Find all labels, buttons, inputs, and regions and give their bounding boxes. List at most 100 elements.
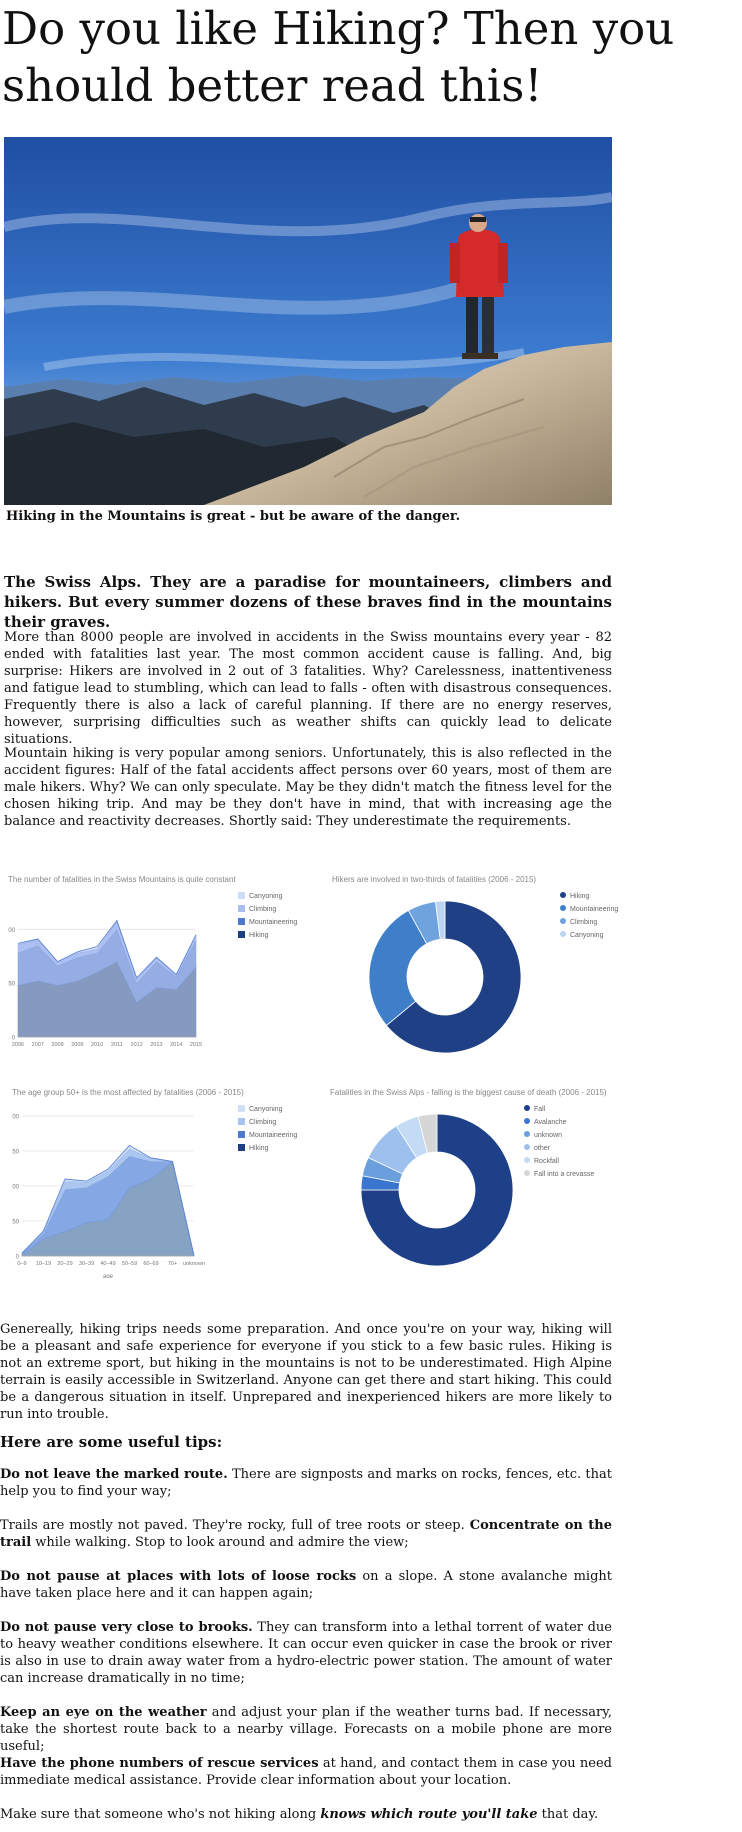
slice-canyoning [435, 900, 446, 940]
slice-hiking [385, 900, 522, 1054]
legend-swatch [238, 1105, 245, 1112]
tip-text: There are signposts and marks on rocks, … [0, 1467, 612, 1499]
chart-title: The age group 50+ is the most affected b… [12, 1088, 244, 1097]
body-paragraph-1: More than 8000 people are involved in ac… [4, 630, 612, 747]
legend-item: Canyoning [238, 1105, 282, 1113]
tip-emphasis: Do not leave the marked route. [0, 1467, 228, 1482]
x-tick-label: 2015 [190, 1042, 202, 1048]
x-tick-label: 60–69 [143, 1261, 158, 1267]
legend-label: Fall [534, 1106, 546, 1113]
image-caption: Hiking in the Mountains is great - but b… [6, 509, 461, 524]
tip-text: at hand, and contact them in case you ne… [0, 1756, 612, 1788]
chart-fatalities-by-age: The age group 50+ is the most affected b… [12, 1088, 302, 1278]
x-tick-label: 2009 [71, 1042, 83, 1048]
x-tick-label: 2006 [12, 1042, 24, 1048]
legend-label: Rockfall [534, 1158, 559, 1165]
legend-swatch [524, 1157, 530, 1163]
x-tick-label: 40–49 [100, 1261, 115, 1267]
tip-emphasis: Concentrate on the trail [0, 1518, 612, 1550]
tip-item: Have the phone numbers of rescue service… [0, 1755, 612, 1789]
legend-label: Avalanche [534, 1119, 567, 1126]
x-tick-label: 10–19 [36, 1261, 51, 1267]
body-paragraph-2: Mountain hiking is very popular among se… [4, 746, 612, 829]
tip-text: that day. [537, 1807, 599, 1822]
tip-text: They can transform into a lethal torrent… [0, 1620, 612, 1686]
legend-swatch [524, 1105, 530, 1111]
tip-text: on a slope. A stone avalanche might have… [0, 1569, 612, 1601]
x-tick-label: 2011 [111, 1042, 123, 1048]
x-tick-label: 2012 [131, 1042, 143, 1048]
x-tick-label: 2013 [150, 1042, 162, 1048]
legend-label: Mountaineering [249, 919, 298, 926]
legend-item: Mountaineering [238, 1131, 297, 1139]
legend-item: Climbing [238, 1118, 276, 1126]
area-chart-svg: 0 50 100 150 200 0–9 10–19 20–29 30–39 40–49 50–59… [12, 1115, 205, 1279]
legend-label: Climbing [249, 906, 277, 913]
chart-hikers-share: Hikers are involved in two-thirds of fat… [332, 875, 622, 1060]
tip-item: Do not pause at places with lots of loos… [0, 1568, 612, 1602]
y-tick-label: 50 [8, 982, 15, 988]
legend-label: Hiking [249, 932, 269, 939]
chart-title: The number of fatalities in the Swiss Mo… [8, 875, 236, 884]
tip-emphasis: Keep an eye on the weather [0, 1705, 207, 1720]
tip-text: Make sure that someone who's not hiking … [0, 1807, 321, 1822]
legend-label: unknown [534, 1132, 563, 1139]
legend-item: unknown [524, 1131, 562, 1139]
x-tick-label: 2007 [32, 1042, 44, 1048]
y-tick-label: 100 [8, 928, 16, 934]
legend-swatch [560, 905, 566, 911]
legend-swatch [238, 1144, 245, 1151]
lead-paragraph: The Swiss Alps. They are a paradise for … [4, 573, 612, 631]
tip-item: Do not leave the marked route. There are… [0, 1466, 612, 1500]
legend-item: Hiking [238, 1144, 268, 1152]
legend-swatch [560, 892, 566, 898]
x-tick-label: 2008 [51, 1042, 63, 1048]
chart-title: Hikers are involved in two-thirds of fat… [332, 875, 537, 884]
y-tick-label: 50 [12, 1220, 19, 1226]
legend-item: other [524, 1144, 550, 1152]
article-title: Do you like Hiking? Then you should bett… [2, 2, 675, 112]
x-tick-label: 2010 [91, 1042, 103, 1048]
tip-emphasis: Do not pause at places with lots of loos… [0, 1569, 357, 1584]
tip-text: Trails are mostly not paved. They're roc… [0, 1518, 470, 1533]
hero-photo [4, 137, 612, 505]
tip-item: Trails are mostly not paved. They're roc… [0, 1517, 612, 1551]
legend-swatch [238, 1131, 245, 1138]
legend-swatch [238, 1118, 245, 1125]
y-tick-label: 150 [12, 1150, 20, 1156]
tip-emphasis: knows which route you'll take [320, 1807, 538, 1822]
tip-item: Do not pause very close to brooks. They … [0, 1619, 612, 1687]
x-tick-label: unknown [183, 1261, 205, 1267]
legend-item: Climbing [238, 905, 276, 913]
legend-label: other [534, 1145, 550, 1152]
legend-item: Mountaineering [238, 918, 297, 926]
tip-text: and adjust your plan if the weather turn… [0, 1705, 612, 1754]
legend-swatch [524, 1131, 530, 1137]
legend-item: Fall into a crevasse [524, 1170, 594, 1178]
legend-label: Hiking [249, 1145, 269, 1152]
legend-item: Avalanche [524, 1118, 567, 1126]
chart-causes-of-death: Fatalities in the Swiss Alps - falling i… [330, 1088, 630, 1278]
legend-item: Mountaineering [560, 905, 618, 913]
x-axis-label: age [103, 1274, 114, 1278]
legend-label: Climbing [249, 1119, 277, 1126]
slice-mountaineering [368, 909, 428, 1027]
area-chart-svg: 0 50 100 2006 2007 2008 2009 2010 2011 2012 2013 20… [8, 919, 202, 1048]
legend-swatch [560, 931, 566, 937]
series-line [17, 919, 197, 979]
legend-item: Rockfall [524, 1157, 559, 1165]
tip-emphasis: Do not pause very close to brooks. [0, 1620, 253, 1635]
x-tick-label: 0–9 [17, 1261, 26, 1267]
legend-label: Climbing [570, 919, 598, 926]
x-tick-label: 50–59 [122, 1261, 137, 1267]
y-tick-label: 0 [16, 1255, 20, 1261]
series-line [21, 1144, 195, 1257]
legend-label: Mountaineering [249, 1132, 298, 1139]
body-paragraph-3: Genereally, hiking trips needs some prep… [0, 1322, 612, 1422]
y-tick-label: 200 [12, 1115, 20, 1121]
tip-text: while walking. Stop to look around and a… [31, 1535, 409, 1550]
legend-swatch [238, 918, 245, 925]
tip-item: Keep an eye on the weather and adjust yo… [0, 1704, 612, 1755]
chart-title: Fatalities in the Swiss Alps - falling i… [330, 1088, 607, 1097]
tip-item: Make sure that someone who's not hiking … [0, 1806, 612, 1823]
